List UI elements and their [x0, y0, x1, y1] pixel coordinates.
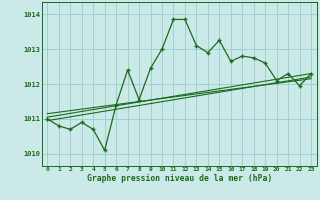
X-axis label: Graphe pression niveau de la mer (hPa): Graphe pression niveau de la mer (hPa) [87, 174, 272, 183]
